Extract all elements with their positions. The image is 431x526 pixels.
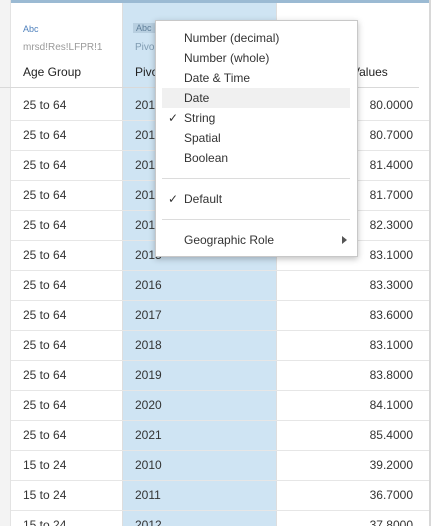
value-cell: 81.4000 (369, 158, 413, 172)
age-cell: 25 to 64 (23, 308, 67, 322)
table-row[interactable]: 15 to 24 2011 36.7000 (11, 480, 429, 511)
menu-item-geographic-role[interactable]: Geographic Role (156, 230, 357, 250)
pivot-cell: 2012 (135, 518, 162, 526)
value-cell: 83.3000 (369, 278, 413, 292)
value-cell: 80.7000 (369, 128, 413, 142)
menu-divider (162, 178, 350, 179)
submenu-arrow-icon (342, 236, 347, 244)
value-cell: 83.8000 (369, 368, 413, 382)
value-cell: 85.4000 (369, 428, 413, 442)
column-divider (122, 3, 123, 526)
table-row[interactable]: 25 to 64 2021 85.4000 (11, 420, 429, 451)
table-row[interactable]: 15 to 24 2012 37.8000 (11, 510, 429, 526)
string-type-icon[interactable]: Abc (23, 24, 39, 34)
value-cell: 83.1000 (369, 248, 413, 262)
pivot-cell: 2011 (135, 488, 161, 502)
menu-item-spatial[interactable]: Spatial (184, 131, 221, 145)
age-cell: 15 to 24 (23, 458, 67, 472)
value-cell: 39.2000 (369, 458, 413, 472)
menu-item-date-time[interactable]: Date & Time (184, 71, 251, 85)
table-row[interactable]: 25 to 64 2019 83.8000 (11, 360, 429, 391)
column-divider (276, 3, 277, 526)
checkmark-icon: ✓ (168, 111, 179, 125)
table-row[interactable]: 25 to 64 2016 83.3000 (11, 270, 429, 301)
checkmark-icon: ✓ (168, 192, 179, 206)
menu-divider (162, 219, 350, 220)
value-cell: 80.0000 (369, 98, 413, 112)
age-cell: 25 to 64 (23, 128, 67, 142)
age-cell: 25 to 64 (23, 158, 67, 172)
value-cell: 83.6000 (369, 308, 413, 322)
pivot-cell: 201 (135, 128, 156, 142)
scrollbar-edge[interactable] (429, 0, 431, 526)
pivot-cell: 201 (135, 98, 156, 112)
age-cell: 25 to 64 (23, 428, 67, 442)
column-source-label: mrsd!Res!LFPR!1 (23, 42, 103, 53)
pivot-cell: 201 (135, 188, 156, 202)
age-cell: 25 to 64 (23, 98, 67, 112)
pivot-cell: 201 (135, 158, 156, 172)
pivot-cell: 2016 (135, 278, 162, 292)
value-cell: 36.7000 (369, 488, 413, 502)
pivot-cell: 2020 (135, 398, 162, 412)
age-cell: 15 to 24 (23, 518, 67, 526)
menu-item-boolean[interactable]: Boolean (184, 151, 229, 165)
column-header-pivot[interactable]: Pivo (135, 65, 159, 79)
pivot-cell: 201 (135, 218, 156, 232)
table-row[interactable]: 25 to 64 2017 83.6000 (11, 300, 429, 331)
age-cell: 15 to 24 (23, 488, 67, 502)
age-cell: 25 to 64 (23, 368, 67, 382)
menu-item-number-decimal[interactable]: Number (decimal) (184, 31, 280, 45)
row-gutter (0, 0, 11, 526)
table-row[interactable]: 25 to 64 2018 83.1000 (11, 330, 429, 361)
table-row[interactable]: 25 to 64 201 81.4000 (11, 150, 429, 181)
data-type-context-menu: Number (decimal) Number (whole) Date & T… (155, 20, 358, 257)
pivot-cell: 2010 (135, 458, 162, 472)
column-source-label: Pivo (135, 42, 155, 53)
menu-item-date[interactable]: Date (162, 88, 350, 108)
menu-item-number-whole[interactable]: Number (whole) (184, 51, 270, 65)
age-cell: 25 to 64 (23, 188, 67, 202)
age-cell: 25 to 64 (23, 248, 67, 262)
age-cell: 25 to 64 (23, 278, 67, 292)
header-accent-bar (0, 0, 431, 3)
age-cell: 25 to 64 (23, 398, 67, 412)
pivot-cell: 2021 (135, 428, 162, 442)
table-row[interactable]: 25 to 64 2020 84.1000 (11, 390, 429, 421)
pivot-cell: 2018 (135, 338, 162, 352)
value-cell: 83.1000 (369, 338, 413, 352)
value-cell: 84.1000 (369, 398, 413, 412)
value-cell: 81.7000 (369, 188, 413, 202)
age-cell: 25 to 64 (23, 338, 67, 352)
column-header-values[interactable]: Values (352, 65, 388, 79)
pivot-cell: 2017 (135, 308, 162, 322)
value-cell: 82.3000 (369, 218, 413, 232)
pivot-cell: 2019 (135, 368, 162, 382)
string-type-icon[interactable]: Abc (133, 23, 155, 33)
age-cell: 25 to 64 (23, 218, 67, 232)
table-row[interactable]: 15 to 24 2010 39.2000 (11, 450, 429, 481)
menu-item-string[interactable]: ✓ String (168, 111, 216, 125)
menu-item-default[interactable]: ✓ Default (168, 192, 223, 206)
value-cell: 37.8000 (369, 518, 413, 526)
column-header-age-group[interactable]: Age Group (23, 65, 82, 79)
